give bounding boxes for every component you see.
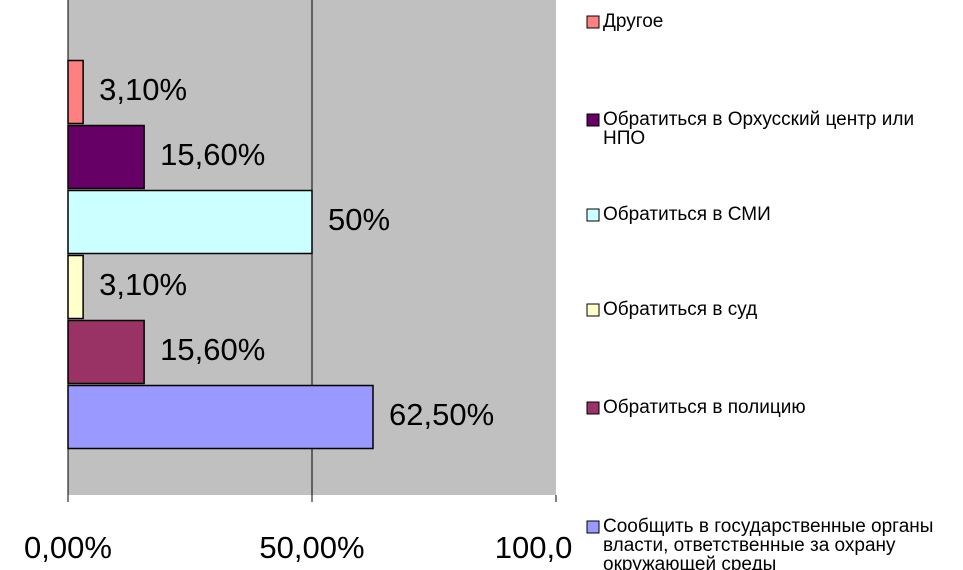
legend-label: Обратиться в СМИ bbox=[603, 204, 771, 225]
legend-swatch bbox=[586, 520, 600, 534]
legend-label: Обратиться в Орхусский центр или НПО bbox=[603, 109, 914, 149]
x-axis: 0,00% 50,00% 100,00% bbox=[24, 495, 617, 565]
bar bbox=[67, 124, 145, 190]
legend-swatch bbox=[586, 303, 600, 317]
value-label: 15,60% bbox=[160, 137, 265, 172]
bar bbox=[67, 254, 84, 320]
legend-swatch bbox=[586, 15, 600, 29]
legend-swatch bbox=[586, 113, 600, 127]
x-tick-label: 50,00% bbox=[259, 530, 364, 565]
value-label: 15,60% bbox=[160, 332, 265, 367]
legend-swatch bbox=[586, 208, 600, 222]
value-label: 62,50% bbox=[389, 397, 494, 432]
bar bbox=[67, 189, 313, 255]
x-tick-label: 0,00% bbox=[24, 530, 112, 565]
value-label: 3,10% bbox=[99, 72, 187, 107]
value-label: 3,10% bbox=[99, 267, 187, 302]
bar bbox=[67, 319, 145, 385]
legend-label: Другое bbox=[603, 11, 663, 32]
bar bbox=[67, 59, 84, 125]
bar bbox=[67, 384, 374, 450]
legend-label: Сообщить в государственные органы власти,… bbox=[603, 516, 933, 570]
legend-label: Обратиться в полицию bbox=[603, 397, 806, 418]
plot: 62,50% 15,60% 3,10% 50% 15,60% 3,10% bbox=[67, 0, 494, 495]
legend: Сообщить в государственные органы власти,… bbox=[586, 11, 933, 570]
legend-label: Обратиться в суд bbox=[603, 299, 757, 320]
value-label: 50% bbox=[328, 202, 390, 237]
x-tick-label: 100,00% bbox=[495, 530, 617, 565]
legend-swatch bbox=[586, 401, 600, 415]
